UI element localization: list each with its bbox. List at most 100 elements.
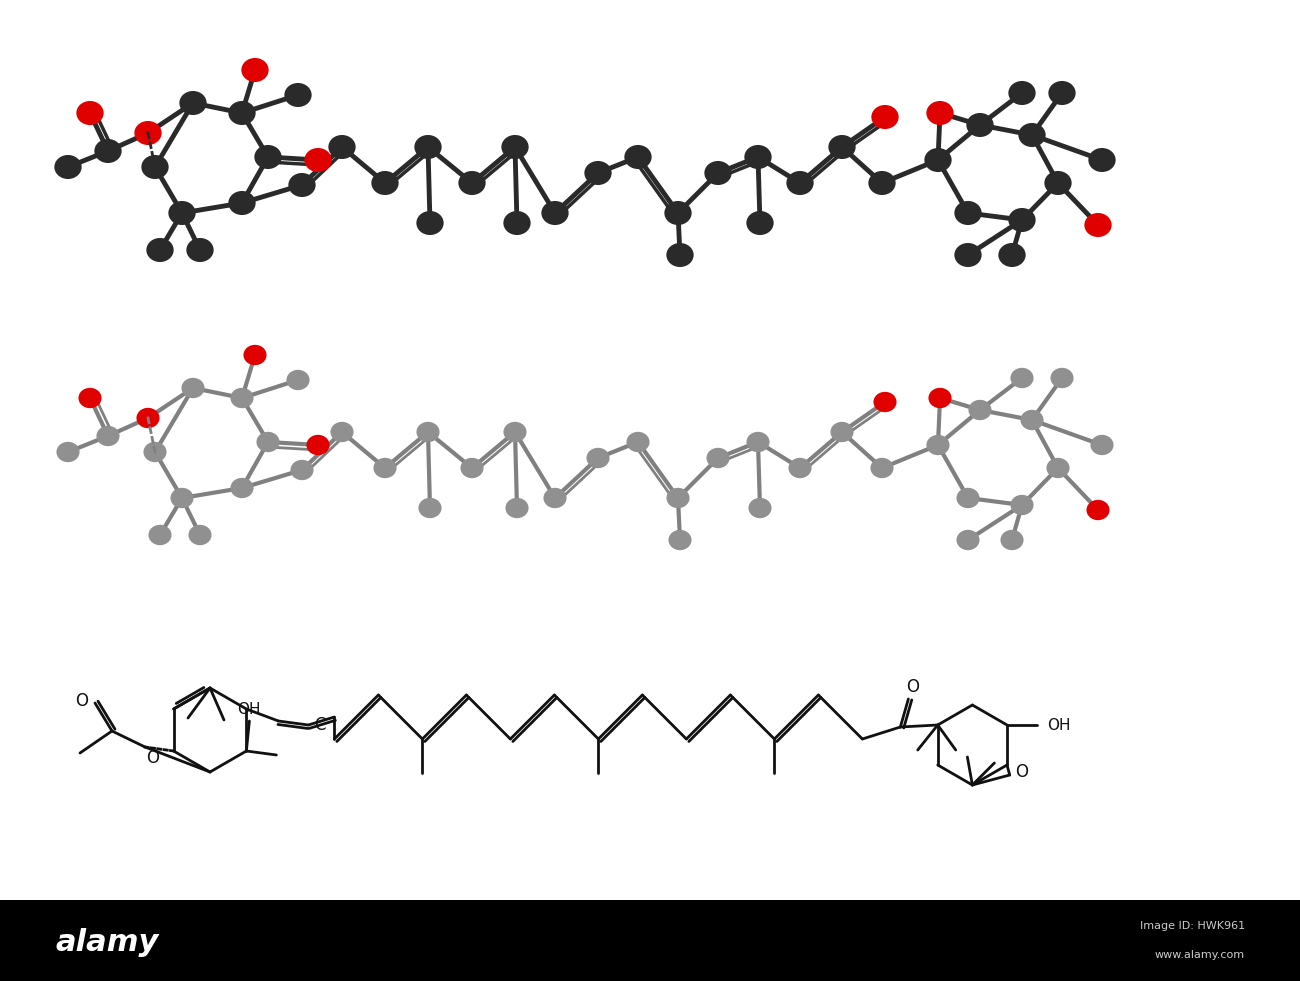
Ellipse shape [1048,81,1075,105]
Ellipse shape [749,497,772,518]
Ellipse shape [229,101,256,125]
Ellipse shape [1044,171,1071,195]
Ellipse shape [182,378,204,398]
Ellipse shape [1088,148,1115,172]
Ellipse shape [330,422,354,442]
FancyBboxPatch shape [0,900,1300,981]
Ellipse shape [242,58,269,82]
Ellipse shape [668,530,692,550]
Text: OH: OH [1048,717,1071,733]
Ellipse shape [1046,458,1070,478]
Ellipse shape [1087,500,1110,520]
Ellipse shape [1050,368,1074,388]
Ellipse shape [179,91,207,115]
Ellipse shape [954,201,982,225]
Ellipse shape [624,145,651,169]
Ellipse shape [506,497,529,518]
Ellipse shape [788,458,811,478]
Ellipse shape [1010,368,1034,388]
Ellipse shape [1001,530,1023,550]
Ellipse shape [503,211,530,235]
Text: OH: OH [238,701,261,716]
Ellipse shape [503,422,526,442]
Ellipse shape [541,201,568,225]
Ellipse shape [289,173,316,197]
Ellipse shape [372,171,399,195]
Ellipse shape [966,113,993,137]
Ellipse shape [134,121,161,145]
Ellipse shape [285,83,312,107]
Ellipse shape [55,155,82,179]
Ellipse shape [705,161,732,185]
Ellipse shape [95,139,122,163]
Ellipse shape [304,148,332,172]
Ellipse shape [874,391,897,412]
Ellipse shape [1018,123,1045,147]
Ellipse shape [957,530,980,550]
Ellipse shape [664,201,692,225]
Ellipse shape [373,458,396,478]
Ellipse shape [927,101,954,125]
Ellipse shape [543,488,567,508]
Ellipse shape [1009,208,1036,232]
Ellipse shape [831,422,854,442]
Ellipse shape [1009,81,1036,105]
Text: O: O [906,678,919,696]
Ellipse shape [416,211,443,235]
Ellipse shape [746,211,774,235]
Ellipse shape [56,441,79,462]
Ellipse shape [586,447,610,468]
Ellipse shape [77,101,104,125]
Ellipse shape [928,387,952,408]
Ellipse shape [329,135,356,159]
Ellipse shape [170,488,194,508]
Ellipse shape [1010,494,1034,515]
Ellipse shape [1091,435,1114,455]
Ellipse shape [188,525,212,545]
Ellipse shape [96,426,120,446]
Ellipse shape [307,435,330,455]
Ellipse shape [746,432,770,452]
Ellipse shape [871,105,898,129]
Ellipse shape [667,488,689,508]
Ellipse shape [584,161,611,185]
Text: alamy: alamy [55,928,159,956]
Ellipse shape [290,460,313,480]
Ellipse shape [968,400,992,420]
Ellipse shape [927,435,949,455]
Ellipse shape [148,525,172,545]
Ellipse shape [460,458,484,478]
Ellipse shape [667,243,694,267]
Ellipse shape [142,155,169,179]
Ellipse shape [924,148,952,172]
Text: O: O [1015,763,1028,781]
Ellipse shape [136,408,160,428]
Text: Image ID: HWK961: Image ID: HWK961 [1140,921,1245,931]
Ellipse shape [147,238,174,262]
Ellipse shape [957,488,980,508]
Text: www.alamy.com: www.alamy.com [1154,950,1245,960]
Ellipse shape [1020,410,1044,431]
Ellipse shape [502,135,529,159]
Ellipse shape [828,135,855,159]
Ellipse shape [706,447,729,468]
Ellipse shape [230,387,254,408]
Ellipse shape [954,243,982,267]
Ellipse shape [416,422,439,442]
Ellipse shape [415,135,442,159]
Ellipse shape [286,370,309,390]
Ellipse shape [78,387,101,408]
Ellipse shape [998,243,1026,267]
Ellipse shape [230,478,254,498]
Ellipse shape [143,441,166,462]
Ellipse shape [255,145,282,169]
Ellipse shape [169,201,195,225]
Ellipse shape [256,432,280,452]
Text: O: O [147,749,160,767]
Ellipse shape [186,238,213,262]
Ellipse shape [419,497,442,518]
Ellipse shape [868,171,896,195]
Ellipse shape [745,145,772,169]
Ellipse shape [871,458,893,478]
Ellipse shape [459,171,486,195]
